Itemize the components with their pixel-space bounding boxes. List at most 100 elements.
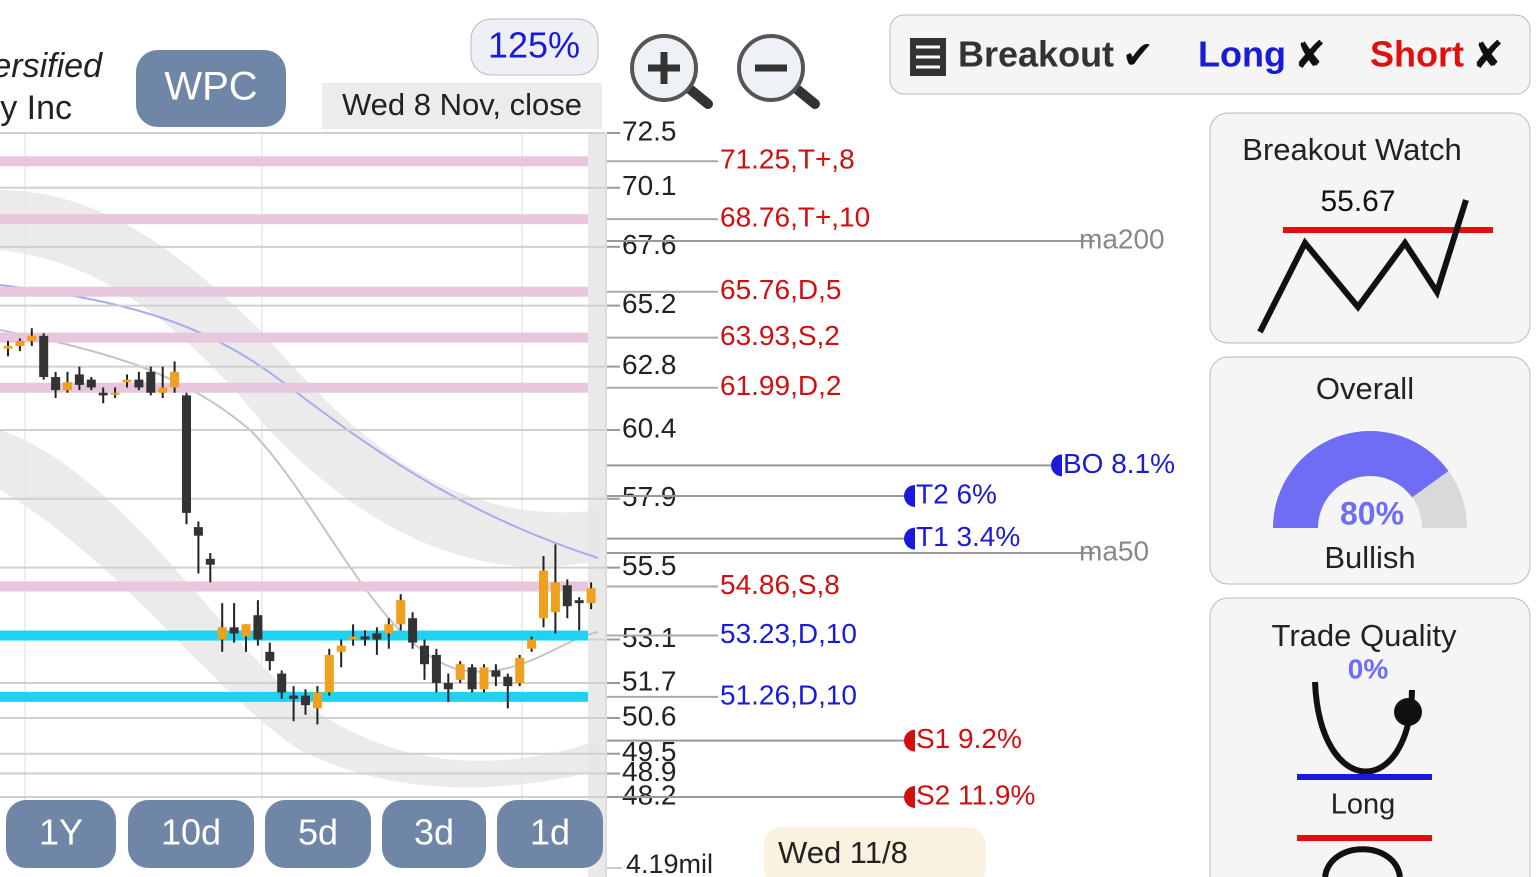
quality-side: Long <box>1331 789 1396 821</box>
hover-date-box <box>764 827 986 877</box>
ticker-button[interactable] <box>136 50 286 127</box>
level-band <box>0 214 588 225</box>
candle-body <box>479 667 489 690</box>
date-label: Wed 8 Nov, close <box>342 87 582 122</box>
ticker: WPC <box>164 65 257 109</box>
level-label: 63.93,S,2 <box>720 320 840 351</box>
ma-band <box>0 430 600 788</box>
range-button[interactable] <box>265 800 371 868</box>
level-band <box>0 382 588 393</box>
hover-date: Wed 11/8 <box>778 835 908 870</box>
candle-body <box>539 570 548 619</box>
range-button[interactable] <box>497 800 603 868</box>
level-band <box>0 156 588 167</box>
candle-body <box>51 377 61 391</box>
range-button[interactable] <box>128 800 254 868</box>
volume-label: 4.19mil <box>626 849 713 877</box>
candle-body <box>193 527 203 536</box>
breakout-icon <box>1257 199 1469 334</box>
y-tick-label: 51.7 <box>622 665 677 696</box>
candle-body <box>241 624 251 637</box>
zoom-pill[interactable] <box>470 18 599 76</box>
y-tick-label: 48.2 <box>622 779 677 810</box>
panel <box>1209 597 1531 877</box>
candle-body <box>3 346 13 349</box>
candle-body <box>503 676 513 687</box>
candle-body <box>86 379 96 388</box>
level-label: 68.76,T+,10 <box>720 202 870 233</box>
level-band <box>0 332 588 343</box>
candle-body <box>586 588 596 604</box>
range-button[interactable] <box>382 800 486 868</box>
signal-label[interactable]: Short <box>1370 34 1464 75</box>
candle-body <box>74 374 84 385</box>
level-label: 54.86,S,8 <box>720 569 840 600</box>
candle-body <box>265 651 275 662</box>
date-box <box>322 83 602 129</box>
zoom-out[interactable] <box>737 34 820 109</box>
y-tick-label: 50.6 <box>622 700 677 731</box>
candle-body <box>408 618 418 643</box>
level-band <box>0 581 588 592</box>
y-tick-label: 55.5 <box>622 550 677 581</box>
y-tick-label: 72.5 <box>622 115 677 146</box>
candle-body <box>372 633 382 640</box>
candle-body <box>253 615 263 640</box>
candle-body <box>312 692 322 709</box>
y-tick-label: 70.1 <box>622 170 677 201</box>
candle-body <box>550 582 560 613</box>
candle-body <box>229 627 239 634</box>
company-name: y Inc <box>0 89 72 127</box>
candle-body <box>455 664 465 680</box>
candle-body <box>134 379 144 388</box>
menu-icon[interactable] <box>910 38 946 76</box>
signal-label[interactable]: Long <box>1198 34 1286 75</box>
panel-title: Overall <box>1316 371 1414 406</box>
ma50-curve <box>0 284 599 559</box>
range-label: 3d <box>414 812 454 853</box>
signal-label[interactable]: Breakout <box>958 34 1114 75</box>
ma-band <box>0 190 600 568</box>
zoom-in[interactable] <box>630 34 713 109</box>
range-label: 5d <box>298 812 338 853</box>
y-tick-label: 65.2 <box>622 288 677 319</box>
candle-body <box>515 658 525 683</box>
level-label: 71.25,T+,8 <box>720 144 855 175</box>
y-tick-label: 62.8 <box>622 349 677 380</box>
level-label: 51.26,D,10 <box>720 679 857 710</box>
ref-label: S2 11.9% <box>916 779 1035 810</box>
range-label: 10d <box>161 812 221 853</box>
level-label: 65.76,D,5 <box>720 274 841 305</box>
scroll-strip <box>588 133 605 877</box>
candle-body <box>170 371 180 388</box>
price-chart: 72.570.167.665.262.860.457.955.553.151.7… <box>0 115 1175 877</box>
sentiment: Bullish <box>1324 540 1415 575</box>
signal-mark: ✔ <box>1122 35 1154 77</box>
ref-label: BO 8.1% <box>1063 448 1175 479</box>
gauge-label: 80% <box>1340 495 1404 531</box>
candle-body <box>289 695 299 699</box>
candle-body <box>574 600 584 604</box>
candle-body <box>420 645 429 665</box>
signal-mark: ✘ <box>1294 35 1326 77</box>
signal-mark: ✘ <box>1472 35 1504 77</box>
panel-title: Trade Quality <box>1272 618 1457 653</box>
candle-body <box>384 624 394 634</box>
y-tick-label: 53.1 <box>622 622 677 653</box>
candle-body <box>491 670 501 677</box>
ref-label: ma200 <box>1079 223 1165 254</box>
level-label: 53.23,D,10 <box>720 618 857 649</box>
ref-marker <box>904 527 915 550</box>
y-tick-label: 60.4 <box>622 412 677 443</box>
candle-body <box>39 335 49 378</box>
signal-bar <box>889 14 1531 95</box>
candle-body <box>277 673 287 693</box>
candle-body <box>443 682 453 690</box>
ref-marker <box>904 729 915 752</box>
candle-body <box>27 335 37 341</box>
breakout-value: 55.67 <box>1320 185 1395 218</box>
range-button[interactable] <box>6 800 116 868</box>
quality-curve <box>1312 681 1415 775</box>
ref-label: ma50 <box>1079 535 1149 566</box>
